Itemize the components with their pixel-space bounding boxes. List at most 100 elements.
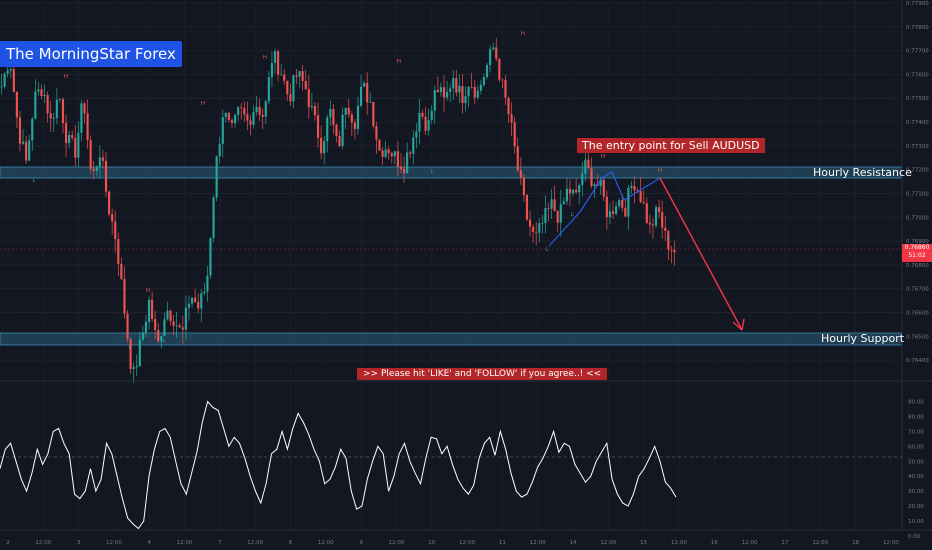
candle-body: [344, 107, 347, 115]
candle-body: [117, 239, 120, 264]
rsi-tick-label: 30.00: [908, 489, 924, 495]
candle-body: [289, 94, 292, 102]
candle-body: [519, 170, 522, 178]
time-tick-label: 12:00: [671, 540, 687, 546]
candle-body: [648, 222, 651, 225]
time-tick-label: 12:00: [600, 540, 616, 546]
candle-body: [602, 179, 605, 197]
candle-body: [221, 117, 224, 144]
brand-badge: The MorningStar Forex: [0, 41, 182, 67]
candle-body: [356, 105, 360, 130]
candle-body: [172, 321, 175, 326]
candle-body: [249, 120, 252, 125]
trend-line-blue: [548, 171, 661, 247]
candle-body: [55, 99, 58, 119]
price-tick-label: 0.76400: [906, 358, 929, 364]
candle-body: [277, 51, 280, 75]
candle-body: [144, 321, 148, 333]
rsi-tick-label: 40.00: [908, 474, 924, 480]
price-tick-label: 0.77000: [906, 215, 929, 221]
rsi-line: [0, 400, 677, 530]
candle-body: [624, 207, 627, 217]
candle-body: [565, 188, 568, 202]
candle-body: [224, 112, 227, 118]
candle-body: [298, 71, 301, 77]
candle-body: [194, 297, 197, 302]
candle-body: [658, 207, 661, 213]
candle-body: [593, 184, 596, 187]
candle-body: [455, 78, 458, 93]
candle-body: [421, 112, 424, 117]
swing-marker: H: [397, 59, 401, 65]
rsi-tick-label: 0.00: [908, 534, 921, 540]
time-tick-label: 10: [428, 540, 435, 546]
candle-body: [473, 87, 476, 98]
candle-body: [111, 214, 114, 222]
candle-body: [341, 114, 344, 146]
rsi-axis-labels: 90.00 80.00 70.00 60.00 50.00 40.00 30.00 20.00…: [908, 399, 924, 540]
grid-lines: [0, 2, 902, 361]
candle-body: [433, 90, 436, 111]
rsi-tick-label: 70.00: [908, 429, 924, 435]
candle-body: [104, 160, 108, 192]
candle-body: [326, 117, 329, 142]
candle-body: [510, 114, 513, 123]
candle-body: [556, 211, 559, 223]
candle-body: [541, 223, 544, 224]
candle-body: [461, 85, 464, 104]
candle-body: [138, 339, 141, 367]
candle-body: [129, 338, 132, 369]
candle-body: [645, 203, 648, 223]
candle-body: [187, 303, 191, 308]
candle-body: [301, 71, 304, 82]
candle-body: [470, 86, 473, 88]
candle-body: [316, 115, 320, 138]
hourly-resistance-label: Hourly Resistance: [813, 166, 912, 179]
candle-body: [332, 108, 335, 125]
candle-body: [58, 99, 61, 100]
candle-body: [307, 89, 310, 108]
candle-body: [126, 313, 129, 339]
candle-body: [292, 75, 295, 102]
candle-body: [396, 151, 399, 167]
candle-body: [74, 137, 77, 158]
swing-marker: L: [666, 236, 670, 242]
candle-body: [267, 77, 270, 102]
candle-body: [258, 106, 261, 115]
candle-body: [485, 65, 489, 78]
candle-body: [651, 224, 655, 226]
candle-body: [230, 120, 234, 124]
time-axis-labels: 2 12:00 3 12:00 4 12:00 7 12:00 8 12:00 9 12:00 10 12…: [6, 540, 899, 546]
candle-body: [273, 51, 277, 63]
candle-body: [0, 86, 3, 88]
candle-body: [350, 114, 353, 123]
entry-point-label: The entry point for Sell AUDUSD: [577, 138, 765, 153]
candle-body: [280, 74, 283, 76]
candle-body: [654, 207, 658, 226]
candle-body: [141, 332, 144, 340]
candle-body: [77, 132, 80, 158]
candle-body: [568, 188, 572, 194]
candle-body: [135, 366, 138, 368]
candle-body: [547, 208, 550, 209]
candle-body: [670, 249, 673, 251]
candle-body: [21, 141, 25, 144]
candle-body: [399, 166, 403, 169]
candle-body: [64, 122, 68, 144]
candle-body: [387, 149, 390, 154]
price-tick-label: 0.77100: [906, 191, 929, 197]
candle-body: [37, 89, 40, 92]
time-tick-label: 12:00: [530, 540, 546, 546]
candle-body: [575, 190, 578, 193]
candle-body: [240, 107, 243, 109]
candle-body: [338, 135, 341, 146]
candle-body: [402, 168, 406, 174]
time-tick-label: 8: [289, 540, 293, 546]
candle-body: [553, 199, 556, 212]
candle-body: [218, 143, 221, 157]
candle-body: [178, 325, 181, 328]
swing-marker: L: [128, 345, 132, 351]
candle-body: [123, 278, 126, 314]
time-tick-label: 15: [640, 540, 647, 546]
